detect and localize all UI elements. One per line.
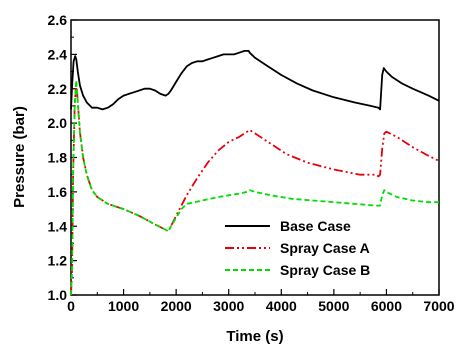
- x-tick-label: 4000: [266, 298, 297, 314]
- y-tick-label: 1.8: [48, 150, 68, 166]
- y-tick-label: 1.2: [48, 253, 68, 269]
- y-tick-label: 2.2: [48, 81, 68, 97]
- x-tick-label: 6000: [371, 298, 402, 314]
- y-tick-label: 2.4: [48, 46, 68, 62]
- series-lines: [70, 50, 440, 296]
- x-tick-label: 1000: [108, 298, 139, 314]
- legend-label: Spray Case B: [280, 262, 370, 278]
- series-line-base-case: [70, 50, 440, 111]
- series-line-spray-case-b: [70, 79, 439, 296]
- y-tick-label: 1.4: [48, 218, 68, 234]
- axis-ticks: [70, 19, 440, 296]
- legend-label: Spray Case A: [280, 240, 370, 256]
- plot-frame: [70, 19, 440, 296]
- x-tick-label: 3000: [213, 298, 244, 314]
- y-tick-label: 2.0: [48, 115, 68, 131]
- x-tick-label: 0: [67, 298, 75, 314]
- legend-label: Base Case: [280, 218, 351, 234]
- x-tick-label: 7000: [423, 298, 454, 314]
- y-axis-title: Pressure (bar): [11, 106, 28, 208]
- series-line-spray-case-a: [70, 81, 440, 296]
- y-tick-label: 2.6: [48, 12, 68, 28]
- y-tick-label: 1.0: [48, 287, 68, 303]
- y-tick-label: 1.6: [48, 184, 68, 200]
- axis-tick-labels: 0 1000 2000 3000 4000 5000 6000 7000 1.0 1.2 1.4 1.…: [48, 12, 455, 314]
- x-tick-label: 2000: [161, 298, 192, 314]
- x-tick-label: 5000: [318, 298, 349, 314]
- x-axis-title: Time (s): [226, 328, 283, 345]
- legend: Base Case Spray Case A Spray Case B: [225, 218, 370, 278]
